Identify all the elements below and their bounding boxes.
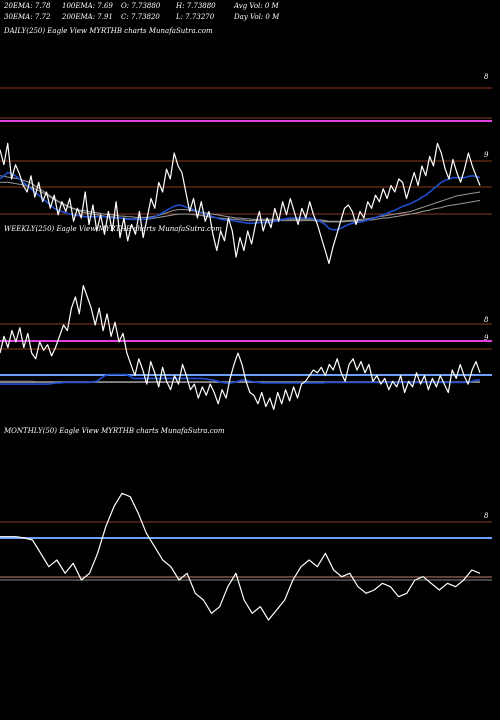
high-label: H: 7.73880 — [176, 2, 216, 10]
monthly-panel-title: MONTHLY(50) Eagle View MYRTHB charts Mun… — [4, 427, 225, 435]
ema100-label: 100EMA: 7.69 — [62, 2, 113, 10]
weekly-tick-8: 8 — [484, 316, 489, 324]
daily-panel-title: DAILY(250) Eagle View MYRTHB charts Muna… — [4, 27, 213, 35]
avg-vol-label: Avg Vol: 0 M — [234, 2, 279, 10]
open-label: O: 7.73880 — [121, 2, 161, 10]
ema30-label: 30EMA: 7.72 — [4, 13, 51, 21]
low-label: L: 7.73270 — [176, 13, 215, 21]
ema20-label: 20EMA: 7.78 — [4, 2, 51, 10]
monthly-tick-8: 8 — [484, 512, 489, 520]
daily-ema-slow-a-line — [0, 175, 481, 222]
day-vol-label: Day Vol: 0 M — [234, 13, 280, 21]
ema200-label: 200EMA: 7.91 — [62, 13, 113, 21]
weekly-ema20-line — [0, 373, 480, 385]
daily-ema-slow-b-line — [0, 181, 481, 223]
daily-tick-8: 8 — [484, 73, 489, 81]
weekly-panel-title: WEEKLY(250) Eagle View MYRTHB charts Mun… — [4, 225, 222, 233]
weekly-tick-9: 9 — [484, 334, 489, 342]
daily-ema20-line — [0, 171, 481, 231]
daily-price-line — [0, 142, 481, 265]
daily-tick-9: 9 — [484, 151, 489, 159]
weekly-price-line — [0, 285, 481, 410]
monthly-price-line — [0, 492, 481, 621]
close-label: C: 7.73820 — [121, 13, 160, 21]
